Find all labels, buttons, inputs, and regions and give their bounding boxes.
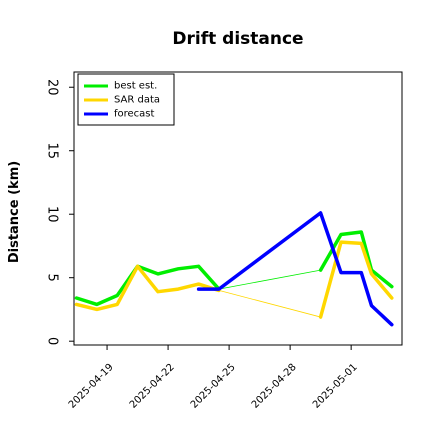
gap-connectors xyxy=(218,212,321,318)
x-tick-label: 2025-04-28 xyxy=(250,362,299,411)
y-tick-label: 20 xyxy=(45,79,60,96)
x-tick-label: 2025-04-22 xyxy=(128,362,177,411)
x-axis-ticks: 2025-04-19 2025-04-22 2025-04-25 2025-04-28… xyxy=(67,345,360,411)
series-line-best-est xyxy=(318,230,394,289)
gap-connector-line xyxy=(218,269,321,290)
legend-label: forecast xyxy=(114,109,155,120)
legend-label: best est. xyxy=(114,81,157,92)
plot-area-frame xyxy=(73,71,403,346)
x-tick-label: 2025-04-19 xyxy=(67,362,116,411)
series-line-best-est xyxy=(74,264,221,307)
y-tick-label: 15 xyxy=(45,142,60,159)
series-line-sar-data xyxy=(318,240,394,319)
series-lines xyxy=(74,211,394,327)
y-tick-label: 10 xyxy=(45,206,60,223)
y-tick-label: 5 xyxy=(45,274,60,282)
y-axis-ticks: 0 5 10 15 20 xyxy=(45,79,74,345)
x-tick-label: 2025-05-01 xyxy=(311,362,360,411)
chart-title: Drift distance xyxy=(172,29,303,49)
y-tick-label: 0 xyxy=(45,337,60,345)
legend: best est. SAR data forecast xyxy=(77,73,175,126)
x-tick-label: 2025-04-25 xyxy=(189,362,238,411)
legend-label: SAR data xyxy=(114,95,160,106)
series-line-sar-data xyxy=(74,264,221,312)
gap-connector-line xyxy=(218,290,321,318)
series-line-forecast xyxy=(196,211,394,327)
y-axis-label: Distance (km) xyxy=(7,161,22,263)
